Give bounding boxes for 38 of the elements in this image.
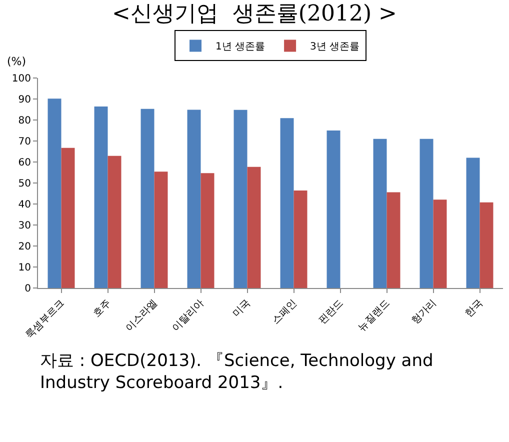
bar [108,156,122,288]
bar [386,192,400,288]
x-tick-label: 미국 [230,298,253,320]
bar [247,166,261,288]
bar [294,190,308,288]
bar [48,98,62,288]
y-tick-label: 90 [18,94,31,106]
y-tick-label: 30 [18,220,31,232]
bar [234,110,248,288]
legend-label: 1년 생존률 [216,42,266,53]
bar [466,158,480,288]
bar [200,173,214,288]
bar [433,200,447,288]
x-tick-label: 호주 [91,298,114,320]
y-tick-label: 70 [18,136,31,148]
bar [140,108,154,288]
bar [61,148,75,288]
bar [326,130,340,288]
bar [373,138,387,288]
bar [280,118,294,288]
y-tick-label: 80 [18,116,31,126]
y-axis-title: (%) [7,55,26,68]
bar [187,110,201,288]
bar [480,202,494,288]
y-tick-label: 10 [18,262,31,274]
y-tick-label: 100 [12,74,31,84]
bar [94,106,108,288]
y-tick-label: 50 [18,178,31,190]
bar [154,172,168,288]
chart-title: <신생기업 생존률(2012) > [112,2,398,27]
legend-label: 3년 생존률 [310,42,360,53]
y-tick-label: 0 [24,284,31,294]
y-tick-label: 60 [18,158,31,168]
x-tick-label: 한국 [463,298,486,320]
bar [420,138,434,288]
text: 자료 : OECD(2013). 『Science, Technology and Industry Scoreboard 2013』. [40,350,434,394]
y-tick-label: 40 [18,200,31,210]
y-tick-label: 20 [18,242,31,252]
